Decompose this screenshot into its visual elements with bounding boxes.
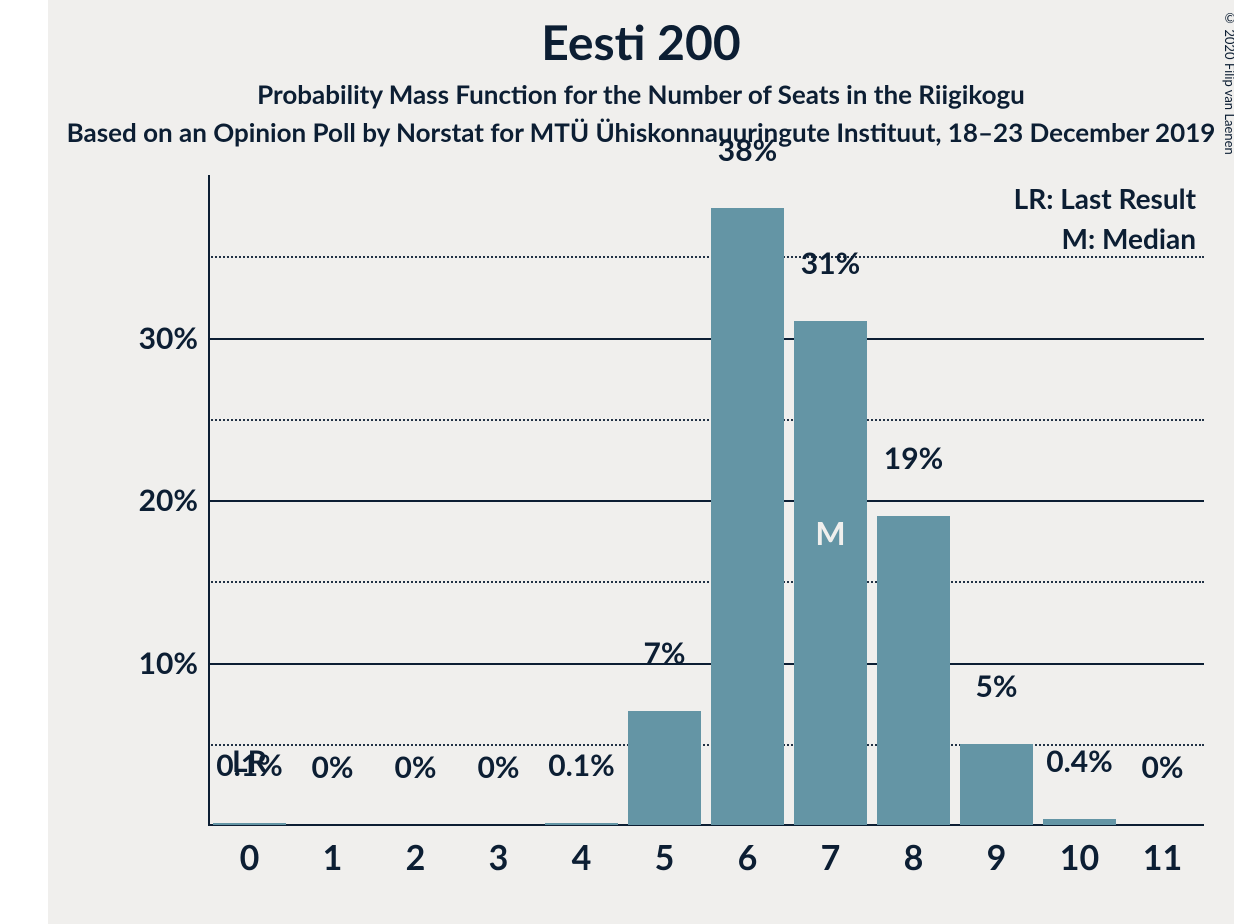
- bar: [711, 208, 784, 826]
- x-tick-label: 1: [323, 837, 343, 878]
- chart-subtitle: Probability Mass Function for the Number…: [48, 78, 1234, 110]
- bar-value-label: 38%: [718, 132, 777, 168]
- x-tick-label: 7: [821, 837, 841, 878]
- gridline-major: [208, 338, 1204, 340]
- x-tick-label: 4: [572, 837, 592, 878]
- last-result-marker: LR: [232, 743, 267, 779]
- gridline-major: [208, 663, 1204, 665]
- chart-title: Eesti 200: [48, 14, 1234, 71]
- bar-value-label: 31%: [801, 245, 860, 281]
- bar: M: [794, 321, 867, 825]
- bar-value-label: 0%: [478, 749, 520, 785]
- bar-value-label: 5%: [976, 668, 1018, 704]
- x-tick-label: 5: [655, 837, 675, 878]
- legend-median: M: Median: [1062, 221, 1196, 255]
- x-tick-label: 6: [738, 837, 758, 878]
- bar: [545, 823, 618, 825]
- bar-value-label: 0%: [395, 749, 437, 785]
- bar-value-label: 0.1%: [548, 747, 615, 783]
- x-tick-label: 9: [987, 837, 1007, 878]
- bar: [213, 823, 286, 825]
- bar-value-label: 0%: [312, 749, 354, 785]
- y-tick-label: 10%: [78, 645, 198, 681]
- bar: [960, 744, 1033, 825]
- gridline-minor: [208, 419, 1204, 421]
- x-tick-label: 11: [1143, 837, 1182, 878]
- bar-value-label: 0%: [1142, 749, 1184, 785]
- median-marker: M: [815, 513, 845, 552]
- chart-source: Based on an Opinion Poll by Norstat for …: [48, 116, 1234, 148]
- x-tick-label: 3: [489, 837, 509, 878]
- x-tick-label: 8: [904, 837, 924, 878]
- y-tick-label: 20%: [78, 482, 198, 518]
- gridline-minor: [208, 256, 1204, 258]
- plot-area: LR: Last Result M: Median 10%20%30%0.1%0…: [208, 175, 1204, 825]
- bar: [877, 516, 950, 825]
- gridline-major: [208, 500, 1204, 502]
- x-tick-label: 10: [1060, 837, 1099, 878]
- bar-value-label: 7%: [644, 635, 686, 671]
- y-tick-label: 30%: [78, 320, 198, 356]
- bar-value-label: 0.4%: [1046, 743, 1113, 779]
- x-tick-label: 0: [240, 837, 260, 878]
- gridline-minor: [208, 581, 1204, 583]
- chart-canvas: Eesti 200 Probability Mass Function for …: [48, 0, 1234, 924]
- x-tick-label: 2: [406, 837, 426, 878]
- bar: [628, 711, 701, 825]
- copyright-text: © 2020 Filip van Laenen: [1222, 10, 1234, 155]
- legend-last-result: LR: Last Result: [1014, 181, 1196, 215]
- bar-value-label: 19%: [884, 440, 943, 476]
- bar: [1043, 819, 1116, 826]
